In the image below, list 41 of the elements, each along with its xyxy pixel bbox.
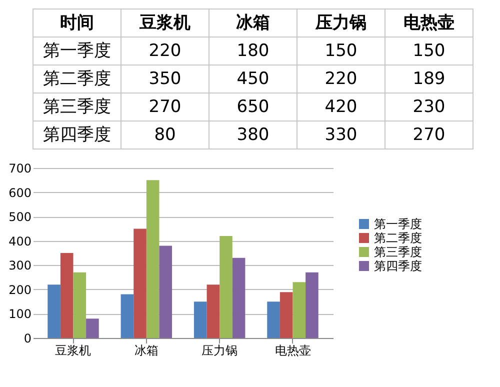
y-tick-label: 第一季度 [43, 41, 111, 61]
x-tick-label: 压力锅 [314, 13, 366, 33]
data-label: 80 [154, 125, 176, 145]
data-label: 650 [236, 97, 270, 117]
x-tick-label: 冰箱 [236, 13, 270, 33]
legend-label: 第一季度 [374, 217, 422, 231]
data-label: 180 [236, 41, 270, 61]
data-label: 380 [236, 125, 270, 145]
x-tick-label: 压力锅 [202, 344, 238, 358]
data-label: 220 [324, 69, 358, 89]
data-label: 189 [412, 69, 446, 89]
x-tick-label: 豆浆机 [55, 344, 92, 358]
y-tick-label: 第四季度 [43, 125, 111, 145]
x-tick-label: 电热壶 [404, 13, 454, 33]
legend-label: 第四季度 [374, 259, 422, 273]
data-label: 330 [324, 125, 358, 145]
data-label: 270 [148, 97, 182, 117]
y-tick-label: 700 [8, 162, 32, 176]
legend-label: 第三季度 [374, 245, 422, 259]
data-label: 270 [412, 125, 446, 145]
x-tick-label: 豆浆机 [138, 13, 190, 33]
data-label: 220 [148, 41, 182, 61]
text: 时间 [60, 13, 94, 33]
y-tick-label: 0 [24, 332, 32, 346]
legend-label: 第二季度 [374, 231, 422, 245]
y-tick-label: 第三季度 [43, 97, 111, 117]
data-label: 450 [236, 69, 270, 89]
y-tick-label: 500 [8, 210, 32, 224]
y-tick-label: 600 [8, 186, 32, 200]
data-label: 420 [324, 97, 358, 117]
y-tick-label: 第二季度 [43, 69, 111, 89]
data-label: 150 [412, 41, 446, 61]
y-tick-label: 200 [8, 282, 32, 297]
data-label: 150 [324, 41, 358, 61]
x-tick-label: 冰箱 [134, 344, 158, 358]
x-tick-label: 电热壶 [274, 344, 311, 358]
y-tick-label: 400 [8, 234, 32, 248]
data-label: 350 [148, 69, 182, 89]
data-label: 230 [412, 97, 446, 117]
y-tick-label: 100 [8, 307, 32, 322]
y-tick-label: 300 [8, 258, 32, 273]
